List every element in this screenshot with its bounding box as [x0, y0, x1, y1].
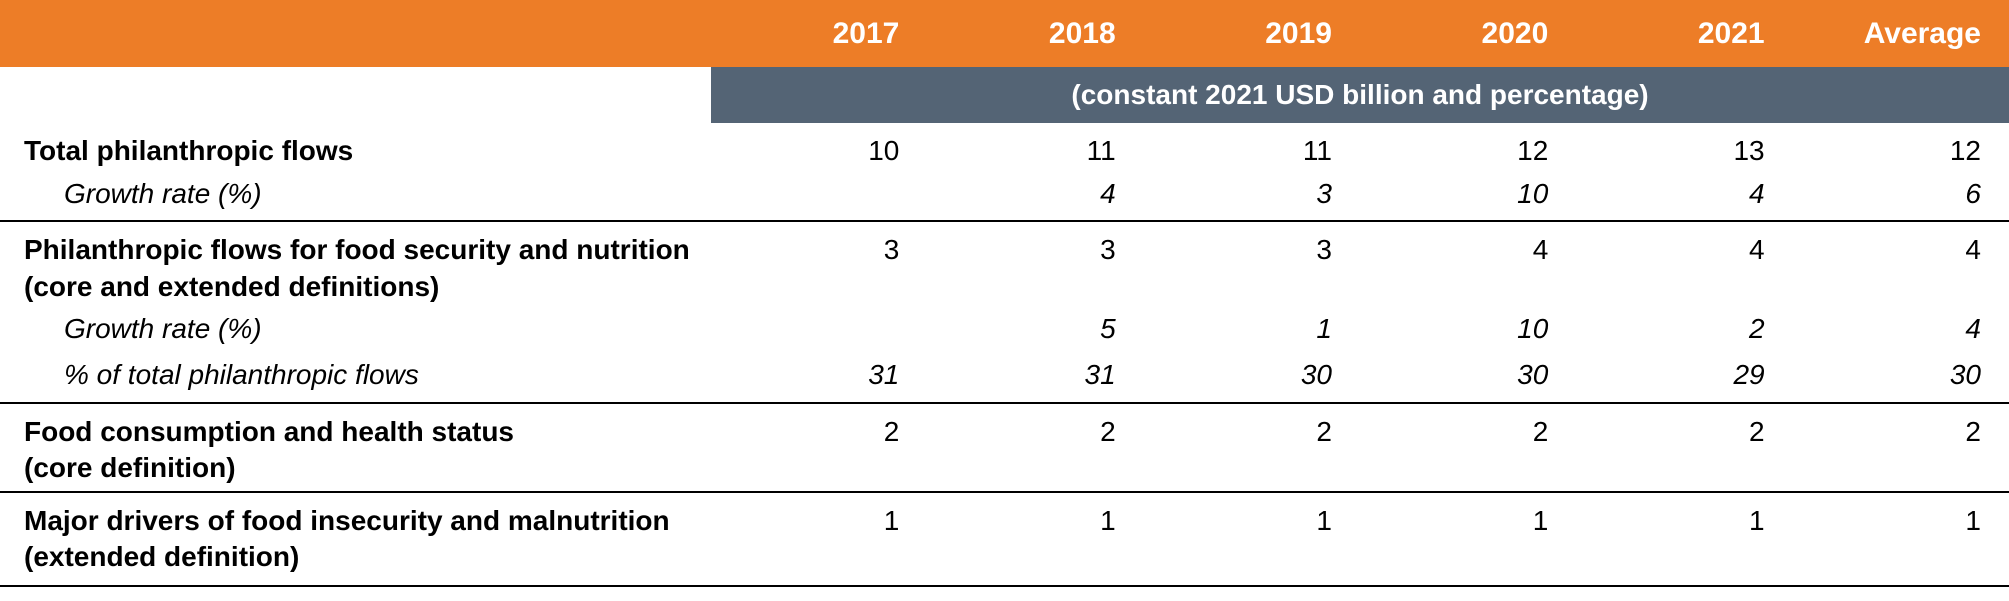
table-subrow: % of total philanthropic flows 31 31 30 … [0, 355, 2009, 402]
cell: 4 [1793, 221, 2009, 268]
cell-empty [1793, 450, 2009, 491]
cell: 1 [1576, 492, 1792, 539]
table-row: Major drivers of food insecurity and mal… [0, 492, 2009, 539]
cell: 31 [927, 355, 1143, 402]
cell: 11 [927, 123, 1143, 173]
cell: 10 [711, 123, 927, 173]
table-row: Total philanthropic flows 10 11 11 12 13… [0, 123, 2009, 173]
cell-empty [711, 450, 927, 491]
cell: 2 [711, 403, 927, 450]
subrow-label: Growth rate (%) [0, 309, 711, 355]
cell-empty [1360, 450, 1576, 491]
table-row-continuation: (core and extended definitions) [0, 269, 2009, 309]
col-header-2018: 2018 [927, 0, 1143, 67]
table-row: Food consumption and health status 2 2 2… [0, 403, 2009, 450]
cell: 31 [711, 355, 927, 402]
cell-empty [1793, 269, 2009, 309]
cell-empty [1576, 269, 1792, 309]
col-header-2017: 2017 [711, 0, 927, 67]
cell: 1 [927, 492, 1143, 539]
cell-empty [711, 539, 927, 586]
paren-text: (core definition) [24, 452, 236, 483]
cell: 4 [1576, 174, 1792, 221]
row-label-paren: (core and extended definitions) [0, 269, 711, 309]
col-header-2021: 2021 [1576, 0, 1792, 67]
cell: 2 [1144, 403, 1360, 450]
paren-text: (core and extended definitions) [24, 271, 439, 302]
col-header-2019: 2019 [1144, 0, 1360, 67]
cell: 4 [1793, 309, 2009, 355]
cell-empty [927, 539, 1143, 586]
cell: 2 [1576, 309, 1792, 355]
row-label: Major drivers of food insecurity and mal… [0, 492, 711, 539]
cell: 6 [1793, 174, 2009, 221]
cell-empty [1793, 539, 2009, 586]
cell: 1 [1144, 492, 1360, 539]
cell-empty [1144, 539, 1360, 586]
cell: 3 [1144, 174, 1360, 221]
cell: 3 [927, 221, 1143, 268]
cell [711, 309, 927, 355]
cell: 1 [711, 492, 927, 539]
data-table: 2017 2018 2019 2020 2021 Average (consta… [0, 0, 2009, 587]
subrow-label: Growth rate (%) [0, 174, 711, 221]
cell: 11 [1144, 123, 1360, 173]
cell-empty [1360, 269, 1576, 309]
cell: 29 [1576, 355, 1792, 402]
row-label-paren: (extended definition) [0, 539, 711, 586]
cell-empty [1144, 269, 1360, 309]
philanthropic-flows-table: 2017 2018 2019 2020 2021 Average (consta… [0, 0, 2009, 587]
table-header-row: 2017 2018 2019 2020 2021 Average [0, 0, 2009, 67]
cell: 10 [1360, 309, 1576, 355]
cell-empty [711, 269, 927, 309]
row-label-paren: (core definition) [0, 450, 711, 491]
cell: 1 [1144, 309, 1360, 355]
table-row-continuation: (core definition) [0, 450, 2009, 491]
col-header-average: Average [1793, 0, 2009, 67]
cell: 10 [1360, 174, 1576, 221]
cell-empty [927, 450, 1143, 491]
cell: 12 [1360, 123, 1576, 173]
cell: 5 [927, 309, 1143, 355]
header-spacer [0, 0, 711, 67]
cell: 12 [1793, 123, 2009, 173]
cell-empty [1144, 450, 1360, 491]
row-label: Total philanthropic flows [0, 123, 711, 173]
subrow-label: % of total philanthropic flows [0, 355, 711, 402]
cell: 1 [1793, 492, 2009, 539]
cell-empty [927, 269, 1143, 309]
cell-empty [1360, 539, 1576, 586]
cell: 30 [1144, 355, 1360, 402]
cell: 4 [1576, 221, 1792, 268]
subheader-text: (constant 2021 USD billion and percentag… [711, 67, 2009, 123]
cell: 2 [1360, 403, 1576, 450]
table-subrow: Growth rate (%) 4 3 10 4 6 [0, 174, 2009, 221]
cell [711, 174, 927, 221]
cell-empty [1576, 450, 1792, 491]
table-subrow: Growth rate (%) 5 1 10 2 4 [0, 309, 2009, 355]
row-label: Food consumption and health status [0, 403, 711, 450]
table-subheader-row: (constant 2021 USD billion and percentag… [0, 67, 2009, 123]
cell: 4 [1360, 221, 1576, 268]
cell: 2 [1576, 403, 1792, 450]
cell: 30 [1793, 355, 2009, 402]
row-label: Philanthropic flows for food security an… [0, 221, 711, 268]
cell: 13 [1576, 123, 1792, 173]
cell: 4 [927, 174, 1143, 221]
cell: 1 [1360, 492, 1576, 539]
cell: 3 [711, 221, 927, 268]
cell: 2 [1793, 403, 2009, 450]
cell: 30 [1360, 355, 1576, 402]
paren-text: (extended definition) [24, 541, 299, 572]
table-row-continuation: (extended definition) [0, 539, 2009, 586]
cell: 3 [1144, 221, 1360, 268]
subheader-spacer [0, 67, 711, 123]
col-header-2020: 2020 [1360, 0, 1576, 67]
table-row: Philanthropic flows for food security an… [0, 221, 2009, 268]
cell: 2 [927, 403, 1143, 450]
cell-empty [1576, 539, 1792, 586]
